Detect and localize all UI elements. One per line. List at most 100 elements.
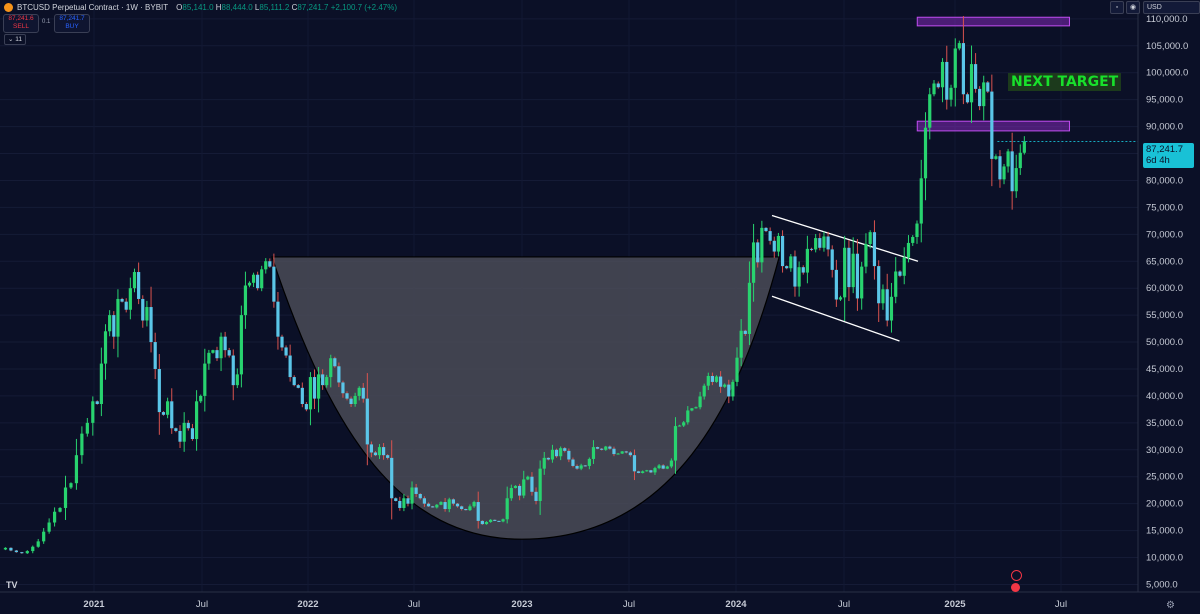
- candle-body: [247, 282, 252, 286]
- open-value: 85,141.0: [182, 2, 214, 12]
- cup-pattern: [271, 256, 780, 540]
- candle-body: [604, 446, 608, 450]
- candle-body: [1010, 151, 1014, 192]
- candle-body: [251, 274, 256, 283]
- gear-icon[interactable]: ⚙: [1166, 600, 1175, 611]
- candle-body: [493, 519, 497, 521]
- time-tick-label: 2024: [725, 599, 747, 610]
- candle-body: [969, 64, 974, 103]
- candle-body: [199, 395, 203, 402]
- candle-body: [166, 401, 170, 415]
- candle-body: [949, 87, 953, 100]
- candle-body: [608, 446, 612, 449]
- candle-body: [20, 552, 24, 554]
- candle-body: [227, 350, 231, 356]
- economic-event-icon[interactable]: [1011, 570, 1022, 581]
- candle-body: [120, 298, 124, 302]
- candle-body: [641, 471, 645, 473]
- candle-body: [526, 476, 530, 480]
- candle-body: [575, 465, 579, 469]
- candle-body: [902, 257, 906, 276]
- candle-body: [780, 235, 785, 267]
- candle-body: [906, 242, 911, 258]
- candle-body: [369, 444, 373, 453]
- price-tick-label: 40,000.0: [1146, 391, 1183, 402]
- currency-select[interactable]: USD: [1143, 1, 1200, 14]
- time-tick-label: 2025: [944, 599, 966, 610]
- candle-body: [256, 274, 260, 289]
- candle-body: [455, 503, 460, 507]
- buy-button[interactable]: 87,241.7 BUY: [54, 14, 90, 33]
- candle-body: [661, 465, 665, 469]
- price-axis[interactable]: 110,000.0 105,000.0 100,000.0 95,000.0 90,00…: [1146, 14, 1188, 591]
- earnings-event-icon[interactable]: [1011, 583, 1020, 592]
- candle-body: [349, 398, 353, 405]
- candle-body: [789, 256, 793, 269]
- candle-body: [108, 315, 112, 332]
- candle-body: [304, 404, 308, 410]
- candle-body: [587, 458, 591, 466]
- candle-body: [418, 493, 422, 499]
- candle-body: [443, 502, 447, 510]
- sell-button[interactable]: 87,241.6 SELL: [3, 14, 39, 33]
- candle-body: [706, 375, 710, 386]
- candle-body: [42, 531, 46, 542]
- candle-body: [501, 519, 505, 522]
- candle-body: [132, 272, 137, 289]
- candle-body: [636, 471, 641, 473]
- candle-body: [826, 236, 830, 250]
- candle-body: [889, 296, 894, 321]
- candle-body: [468, 506, 472, 511]
- candle-body: [296, 385, 300, 388]
- candle-body: [464, 509, 468, 511]
- candle-body: [9, 547, 13, 551]
- candle-body: [333, 358, 337, 367]
- candle-body: [793, 256, 797, 287]
- candle-body: [219, 336, 223, 359]
- candle-body: [583, 465, 587, 467]
- time-axis[interactable]: 2021 Jul 2022 Jul 2023 Jul 2024 Jul 2025 Jul: [83, 599, 1067, 610]
- candle-body: [554, 449, 559, 457]
- candle-body: [1002, 166, 1006, 180]
- candle-body: [484, 521, 489, 525]
- candle-body: [394, 498, 398, 501]
- candle-body: [805, 248, 809, 273]
- candle-body: [145, 307, 149, 321]
- candle-body: [161, 412, 166, 415]
- camera-icon[interactable]: ◉: [1126, 1, 1140, 14]
- price-tick-label: 80,000.0: [1146, 175, 1183, 186]
- change-value: +2,100.7 (+2.47%): [330, 2, 397, 12]
- candle-body: [632, 455, 637, 472]
- candle-body: [624, 451, 628, 453]
- tradingview-logo[interactable]: TV: [6, 580, 18, 590]
- symbol-title[interactable]: BTCUSD Perpetual Contract · 1W · BYBIT: [17, 2, 169, 12]
- candle-body: [772, 240, 776, 252]
- candle-body: [329, 358, 333, 378]
- ohlc-values: O85,141.0 H88,444.0 L85,111.2 C87,241.7 …: [176, 2, 397, 12]
- candle-body: [308, 377, 313, 410]
- candle-body: [157, 368, 161, 413]
- candle-body: [843, 247, 847, 298]
- indicators-toggle[interactable]: ⌄ 11: [4, 34, 27, 45]
- candle-body: [292, 377, 296, 386]
- candle-body: [268, 261, 272, 267]
- candle-body: [426, 503, 431, 507]
- candle-body: [673, 426, 678, 461]
- candle-body: [747, 282, 752, 334]
- event-markers[interactable]: [1011, 570, 1022, 594]
- candle-body: [1018, 152, 1022, 169]
- candle-body: [616, 453, 620, 455]
- candle-body: [518, 485, 522, 496]
- candle-body: [743, 330, 747, 334]
- candle-body: [559, 448, 563, 457]
- candle-body: [834, 269, 838, 300]
- candle-body: [91, 401, 95, 423]
- candle-body: [898, 271, 902, 276]
- candle-body: [14, 550, 18, 553]
- candle-body: [982, 82, 986, 107]
- candle-body: [63, 487, 68, 508]
- maximize-icon[interactable]: ▫: [1110, 1, 1124, 14]
- candle-body: [620, 451, 624, 454]
- candle-body: [682, 422, 686, 426]
